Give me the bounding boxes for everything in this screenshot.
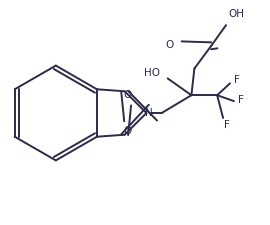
Text: N: N: [144, 108, 152, 118]
Text: O: O: [123, 90, 132, 100]
Text: F: F: [224, 120, 230, 130]
Text: O: O: [123, 126, 132, 136]
Text: OH: OH: [228, 9, 244, 19]
Text: O: O: [166, 40, 174, 50]
Text: F: F: [234, 75, 240, 86]
Text: F: F: [238, 95, 244, 105]
Text: HO: HO: [144, 68, 160, 79]
